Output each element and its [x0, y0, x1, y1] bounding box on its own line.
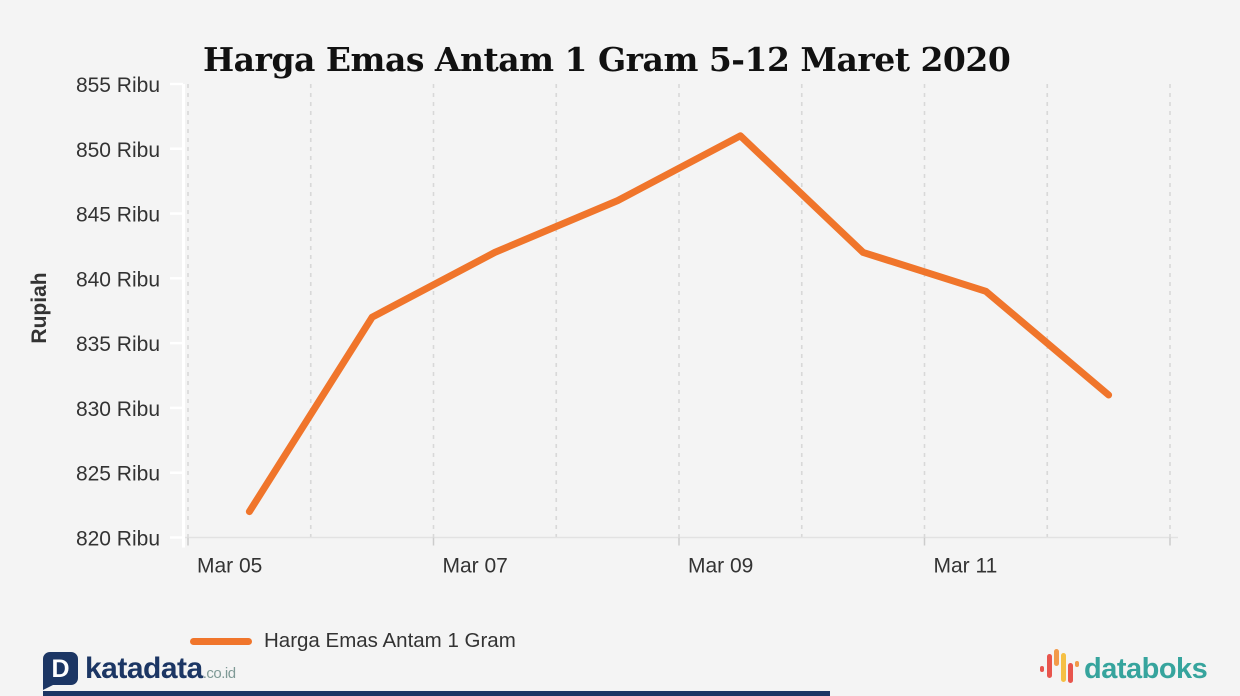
y-tick-label: 840 Ribu — [76, 268, 160, 291]
databoks-bars-icon — [1040, 649, 1080, 689]
legend-line-swatch — [190, 637, 252, 645]
databoks-bar — [1054, 649, 1059, 666]
databoks-bar — [1075, 661, 1079, 667]
y-tick-label: 855 Ribu — [76, 74, 160, 97]
databoks-bar — [1040, 666, 1044, 672]
databoks-bar — [1047, 654, 1052, 678]
katadata-logo: D katadata.co.id — [42, 651, 236, 692]
x-tick-label: Mar 11 — [934, 555, 998, 578]
line-chart-plot: Mar 05 Mar 07 Mar 09 Mar 11 855 Ribu 850 Ribu… — [76, 74, 1178, 578]
footer-accent-bar — [43, 691, 830, 696]
x-tick-label: Mar 07 — [443, 555, 508, 578]
legend-label: Harga Emas Antam 1 Gram — [264, 629, 516, 652]
x-tick-label: Mar 05 — [197, 555, 262, 578]
katadata-d-speech-bubble-icon: D — [43, 652, 78, 690]
databoks-bar — [1068, 663, 1073, 683]
svg-text:D: D — [51, 655, 69, 683]
y-tick-label: 820 Ribu — [76, 528, 160, 551]
legend: Harga Emas Antam 1 Gram — [190, 628, 516, 654]
y-tick-label: 830 Ribu — [76, 398, 160, 421]
y-tick-label: 845 Ribu — [76, 204, 160, 227]
databoks-logo: databoks — [1040, 649, 1208, 689]
databoks-wordmark: databoks — [1084, 652, 1208, 685]
chart-title: Harga Emas Antam 1 Gram 5-12 Maret 2020 — [203, 40, 1011, 79]
databoks-bar — [1061, 653, 1066, 682]
y-tick-label: 835 Ribu — [76, 333, 160, 356]
katadata-domain-suffix: .co.id — [202, 665, 236, 682]
x-tick-label: Mar 09 — [688, 555, 753, 578]
katadata-wordmark: katadata.co.id — [85, 652, 236, 685]
y-tick-label: 850 Ribu — [76, 139, 160, 162]
y-tick-label: 825 Ribu — [76, 463, 160, 486]
series-line-harga-emas — [245, 132, 1113, 516]
